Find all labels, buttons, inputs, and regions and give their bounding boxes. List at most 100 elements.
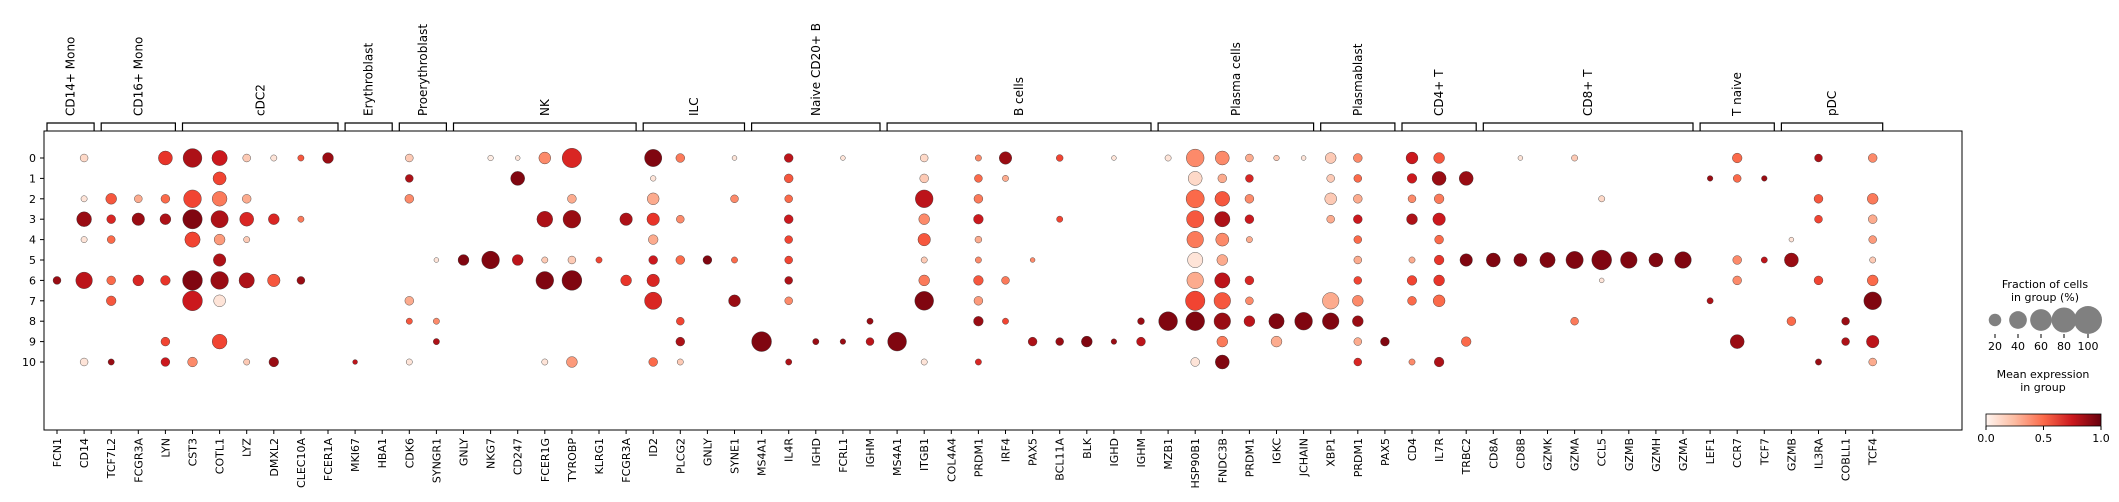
- dot-marker: [1245, 296, 1254, 305]
- dot-marker: [1732, 275, 1742, 286]
- dot-marker: [1674, 251, 1692, 269]
- group-bracket: [886, 122, 1152, 131]
- group-bracket: [1157, 122, 1315, 131]
- dot-marker: [1733, 174, 1742, 183]
- dot-marker: [1539, 252, 1556, 268]
- group-label: CD16+ Mono: [131, 37, 145, 116]
- dot-marker: [1244, 194, 1255, 204]
- x-tick-label: XBP1: [1325, 438, 1338, 467]
- dot-marker: [646, 273, 660, 287]
- dot-marker: [1322, 292, 1340, 310]
- dot-marker: [160, 194, 171, 204]
- dot-marker: [1215, 150, 1230, 166]
- dot-marker: [784, 235, 793, 244]
- dot-marker: [1461, 336, 1472, 347]
- dot-marker: [1002, 175, 1009, 182]
- dot-marker: [1841, 337, 1850, 346]
- x-tick-label: CCL5: [1596, 438, 1609, 467]
- size-legend-title: in group (%): [2011, 291, 2079, 304]
- group-label: ILC: [687, 97, 701, 116]
- dot-marker: [433, 317, 440, 325]
- dot-marker: [1326, 174, 1335, 183]
- x-tick-label: PAX5: [1379, 438, 1392, 466]
- dot-marker: [184, 231, 201, 248]
- dot-marker: [650, 175, 657, 182]
- dot-marker: [812, 338, 820, 345]
- dot-marker: [1599, 277, 1605, 284]
- dot-marker: [620, 274, 632, 287]
- dot-marker: [975, 154, 982, 162]
- x-tick-label: GZMH: [1650, 438, 1663, 472]
- color-legend-title: Mean expression: [1997, 368, 2090, 381]
- dot-marker: [1324, 192, 1337, 205]
- x-tick-label: TCF4: [1867, 438, 1880, 466]
- dot-marker: [1432, 294, 1446, 307]
- dot-marker: [646, 212, 660, 226]
- dot-marker: [1213, 292, 1231, 310]
- dot-marker: [270, 154, 278, 162]
- dot-marker: [538, 151, 551, 165]
- dot-marker: [866, 317, 874, 325]
- dot-marker: [1185, 311, 1205, 331]
- dot-marker: [1353, 194, 1363, 204]
- dot-marker: [1353, 255, 1362, 265]
- x-tick-label: IL7R: [1433, 438, 1446, 462]
- dot-marker: [1434, 193, 1445, 204]
- dot-marker: [1406, 173, 1418, 184]
- group-label: Plasma cells: [1229, 42, 1243, 116]
- dot-marker: [1001, 276, 1010, 285]
- group-label: B cells: [1012, 77, 1026, 116]
- dot-marker: [457, 254, 470, 266]
- dot-marker: [405, 358, 413, 366]
- dot-marker: [1215, 354, 1230, 370]
- dot-marker: [211, 191, 228, 207]
- dot-marker: [1863, 291, 1882, 310]
- dot-marker: [1761, 175, 1768, 182]
- dot-marker: [1591, 249, 1612, 271]
- dot-marker: [322, 152, 334, 164]
- dot-marker: [1190, 357, 1200, 367]
- dot-marker: [182, 148, 203, 168]
- dot-marker: [973, 275, 984, 286]
- dot-marker: [676, 317, 685, 326]
- dot-marker: [561, 270, 582, 291]
- size-legend-dot: [1988, 313, 2002, 327]
- x-tick-label: JCHAIN: [1298, 438, 1311, 477]
- group-bracket: [46, 122, 95, 131]
- x-tick-label: GZMK: [1542, 437, 1555, 471]
- x-tick-label: GZMB: [1785, 438, 1798, 471]
- group-label: Naive CD20+ B: [809, 23, 823, 116]
- dot-marker: [1814, 215, 1823, 224]
- dot-marker: [541, 256, 549, 264]
- dot-marker: [1186, 231, 1204, 249]
- dot-marker: [1029, 257, 1036, 263]
- dot-marker: [76, 211, 92, 227]
- dot-marker: [973, 296, 984, 306]
- dot-marker: [784, 153, 794, 163]
- x-tick-label: FCER1A: [322, 438, 335, 482]
- x-tick-label: LYZ: [241, 438, 254, 457]
- dot-marker: [243, 236, 251, 243]
- dot-marker: [676, 358, 684, 366]
- x-tick-label: BCL11A: [1054, 438, 1067, 481]
- dot-marker: [267, 273, 281, 287]
- dot-marker: [1431, 171, 1447, 186]
- x-tick-label: LYN: [159, 438, 172, 458]
- dot-marker: [675, 153, 685, 163]
- dot-marker: [211, 150, 228, 166]
- dot-marker: [1352, 295, 1364, 307]
- x-tick-label: SYNE1: [729, 438, 742, 474]
- dot-marker: [1406, 275, 1418, 286]
- dot-marker: [433, 338, 440, 345]
- y-tick-label: 7: [29, 295, 36, 308]
- dot-marker: [1326, 215, 1335, 224]
- dot-marker: [1353, 337, 1362, 346]
- x-tick-label: FCRL1: [837, 438, 850, 473]
- dot-marker: [1813, 275, 1824, 286]
- dot-marker: [784, 194, 793, 203]
- dot-marker: [1405, 151, 1419, 165]
- dot-marker: [541, 358, 549, 366]
- size-legend-dot: [2051, 307, 2077, 333]
- dot-marker: [107, 358, 115, 366]
